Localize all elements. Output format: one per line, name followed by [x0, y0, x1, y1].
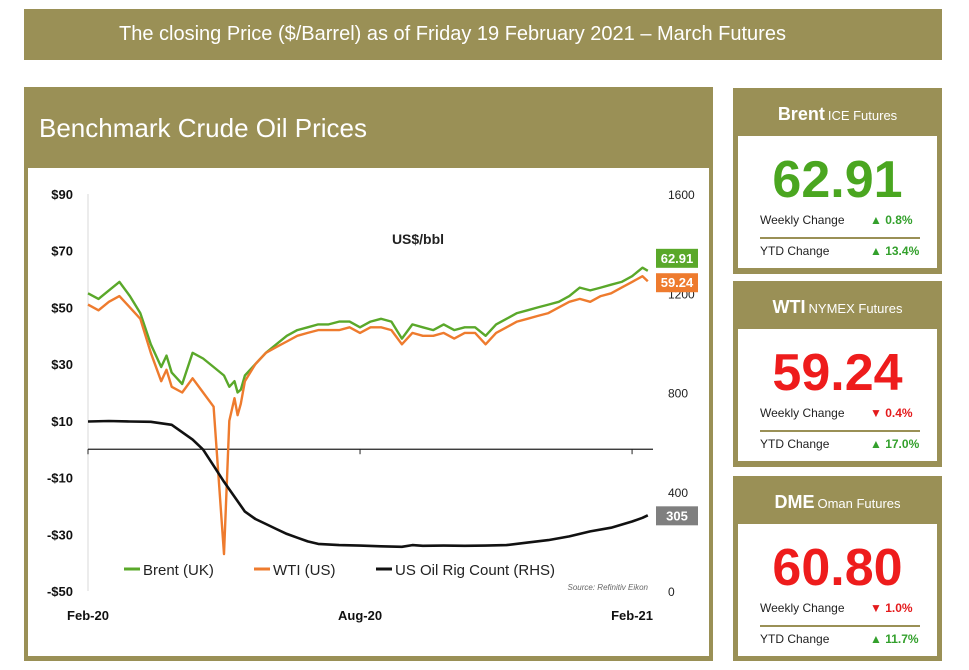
ytd-change-label: YTD Change — [760, 437, 830, 451]
series-line-rigs — [87, 419, 649, 549]
card-benchmark-name: Brent — [777, 104, 825, 124]
weekly-change-row: Weekly Change ▲ 0.8% — [760, 213, 913, 227]
y-right-tick-label: 800 — [668, 387, 688, 401]
end-label-wti-bg — [656, 273, 698, 293]
end-label-brent: 62.91 — [661, 251, 694, 266]
y-left-tick-label: -$10 — [47, 471, 73, 486]
ytd-change-row: YTD Change ▲ 11.7% — [760, 632, 919, 646]
y-left-tick-label: $90 — [51, 187, 73, 202]
card-price: 60.80 — [772, 539, 903, 597]
y-right-tick-label: 0 — [668, 585, 675, 599]
weekly-change-value: ▼ 1.0% — [870, 601, 913, 615]
end-label-rigs-bg — [656, 506, 698, 526]
card-title: WTI NYMEX Futures — [733, 297, 942, 318]
ytd-change-value: ▲ 17.0% — [870, 437, 920, 451]
source-note: Source: Refinitiv Eikon — [568, 583, 649, 592]
series-line-wti — [87, 274, 649, 556]
y-left-tick-label: $10 — [51, 414, 73, 429]
y-right-tick-label: 400 — [668, 486, 688, 500]
card-benchmark-sub: ICE Futures — [827, 108, 898, 123]
price-card-brent: Brent ICE Futures 62.91 Weekly Change ▲ 0.8%… — [733, 88, 942, 274]
price-card-dme: DME Oman Futures 60.80 Weekly Change ▼ 1.0% Y… — [733, 476, 942, 661]
x-tick-label: Feb-21 — [611, 608, 653, 623]
y-left-tick-label: -$50 — [47, 584, 73, 599]
header-banner: The closing Price ($/Barrel) as of Frida… — [24, 9, 942, 60]
card-body: 60.80 Weekly Change ▼ 1.0% YTD Change ▲ 11.7… — [738, 524, 937, 656]
card-price: 59.24 — [772, 344, 903, 402]
card-title: DME Oman Futures — [733, 492, 942, 513]
chart-panel-title: Benchmark Crude Oil Prices — [39, 113, 367, 143]
card-title: Brent ICE Futures — [733, 104, 942, 125]
card-benchmark-name: WTI — [772, 297, 806, 317]
weekly-change-label: Weekly Change — [760, 601, 845, 615]
price-card-wti: WTI NYMEX Futures 59.24 Weekly Change ▼ 0.4%… — [733, 281, 942, 467]
y-left-tick-label: $30 — [51, 357, 73, 372]
unit-label: US$/bbl — [392, 231, 444, 247]
card-benchmark-sub: NYMEX Futures — [808, 301, 903, 316]
weekly-change-row: Weekly Change ▼ 1.0% — [760, 601, 913, 615]
end-label-wti: 59.24 — [661, 275, 694, 290]
card-body: 62.91 Weekly Change ▲ 0.8% YTD Change ▲ 13.4… — [738, 136, 937, 268]
card-price: 62.91 — [772, 151, 903, 209]
end-label-brent-bg — [656, 248, 698, 268]
weekly-change-label: Weekly Change — [760, 406, 845, 420]
banner-text: The closing Price ($/Barrel) as of Frida… — [119, 23, 786, 45]
weekly-change-value: ▼ 0.4% — [870, 406, 913, 420]
card-body: 59.24 Weekly Change ▼ 0.4% YTD Change ▲ 17.0… — [738, 329, 937, 461]
series-line-brent — [87, 266, 649, 394]
y-left-tick-label: $70 — [51, 244, 73, 259]
card-divider — [760, 237, 920, 239]
y-left-tick-label: -$30 — [47, 527, 73, 542]
ytd-change-row: YTD Change ▲ 13.4% — [760, 244, 919, 258]
weekly-change-value: ▲ 0.8% — [870, 213, 913, 227]
end-label-rigs: 305 — [666, 508, 688, 523]
y-right-tick-label: 1600 — [668, 188, 695, 202]
ytd-change-label: YTD Change — [760, 632, 830, 646]
legend-label: US Oil Rig Count (RHS) — [395, 562, 555, 579]
ytd-change-label: YTD Change — [760, 244, 830, 258]
legend-label: Brent (UK) — [143, 562, 214, 579]
card-divider — [760, 625, 920, 627]
card-benchmark-name: DME — [774, 492, 815, 512]
price-chart-svg: US$/bbl $90$70$50$30$10-$10-$30-$5016001… — [47, 187, 698, 623]
legend-label: WTI (US) — [273, 562, 335, 579]
weekly-change-label: Weekly Change — [760, 213, 845, 227]
x-tick-label: Feb-20 — [67, 608, 109, 623]
ytd-change-value: ▲ 13.4% — [870, 244, 920, 258]
card-divider — [760, 430, 920, 432]
y-left-tick-label: $50 — [51, 300, 73, 315]
weekly-change-row: Weekly Change ▼ 0.4% — [760, 406, 913, 420]
chart-area: US$/bbl $90 $70 $50 $30 $10 -$10 -$30 -$50 1600 1… — [28, 168, 709, 656]
x-tick-label: Aug-20 — [338, 608, 382, 623]
ytd-change-row: YTD Change ▲ 17.0% — [760, 437, 919, 451]
card-benchmark-sub: Oman Futures — [817, 496, 901, 511]
ytd-change-value: ▲ 11.7% — [870, 632, 919, 646]
